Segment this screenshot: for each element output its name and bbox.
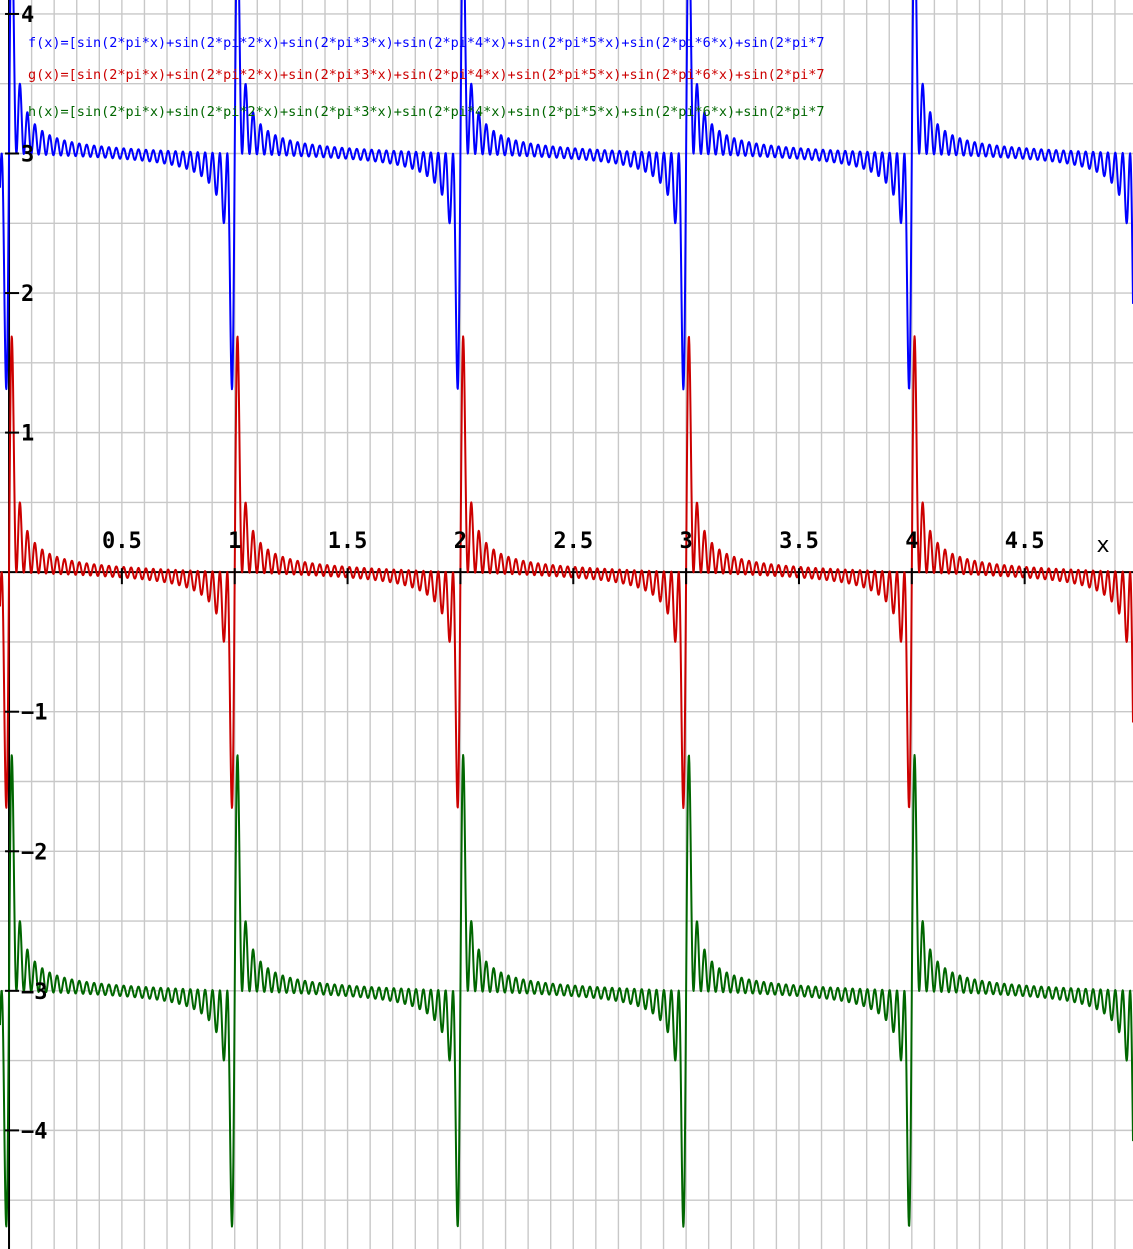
x-tick-label: 0.5 [102,529,142,554]
x-tick-label: 2.5 [553,529,593,554]
tick-labels: 0.5 1 1.5 2 2.5 3 3.5 4 4.5 4 3 2 1 −1 −2 −3 −4 x [5,3,1110,1144]
y-tick-label: 3 [21,143,34,168]
y-tick-label: −3 [21,980,48,1005]
x-tick-label: 1 [228,529,241,554]
series-line-h [0,753,1133,1228]
legend: f(x)=[sin(2*pi*x)+sin(2*pi*2*x)+sin(2*pi… [28,35,825,120]
x-tick-label: 2 [454,529,467,554]
x-tick-label: 4.5 [1005,529,1045,554]
x-axis-label: x [1096,533,1109,558]
legend-entry-f: f(x)=[sin(2*pi*x)+sin(2*pi*2*x)+sin(2*pi… [28,35,825,51]
y-tick-label: 4 [21,3,34,28]
x-tick-label: 1.5 [328,529,368,554]
series-line-g [0,335,1133,810]
series-line-f [0,0,1133,391]
legend-entry-h: h(x)=[sin(2*pi*x)+sin(2*pi*2*x)+sin(2*pi… [28,104,825,120]
y-tick-label: −4 [21,1119,48,1144]
x-tick-label: 3.5 [779,529,819,554]
legend-entry-g: g(x)=[sin(2*pi*x)+sin(2*pi*2*x)+sin(2*pi… [28,67,825,83]
y-tick-label: −2 [21,840,48,865]
y-tick-label: −1 [21,701,48,726]
x-tick-label: 3 [679,529,692,554]
y-tick-label: 1 [21,422,34,447]
y-tick-label: 2 [21,282,34,307]
x-tick-label: 4 [905,529,918,554]
